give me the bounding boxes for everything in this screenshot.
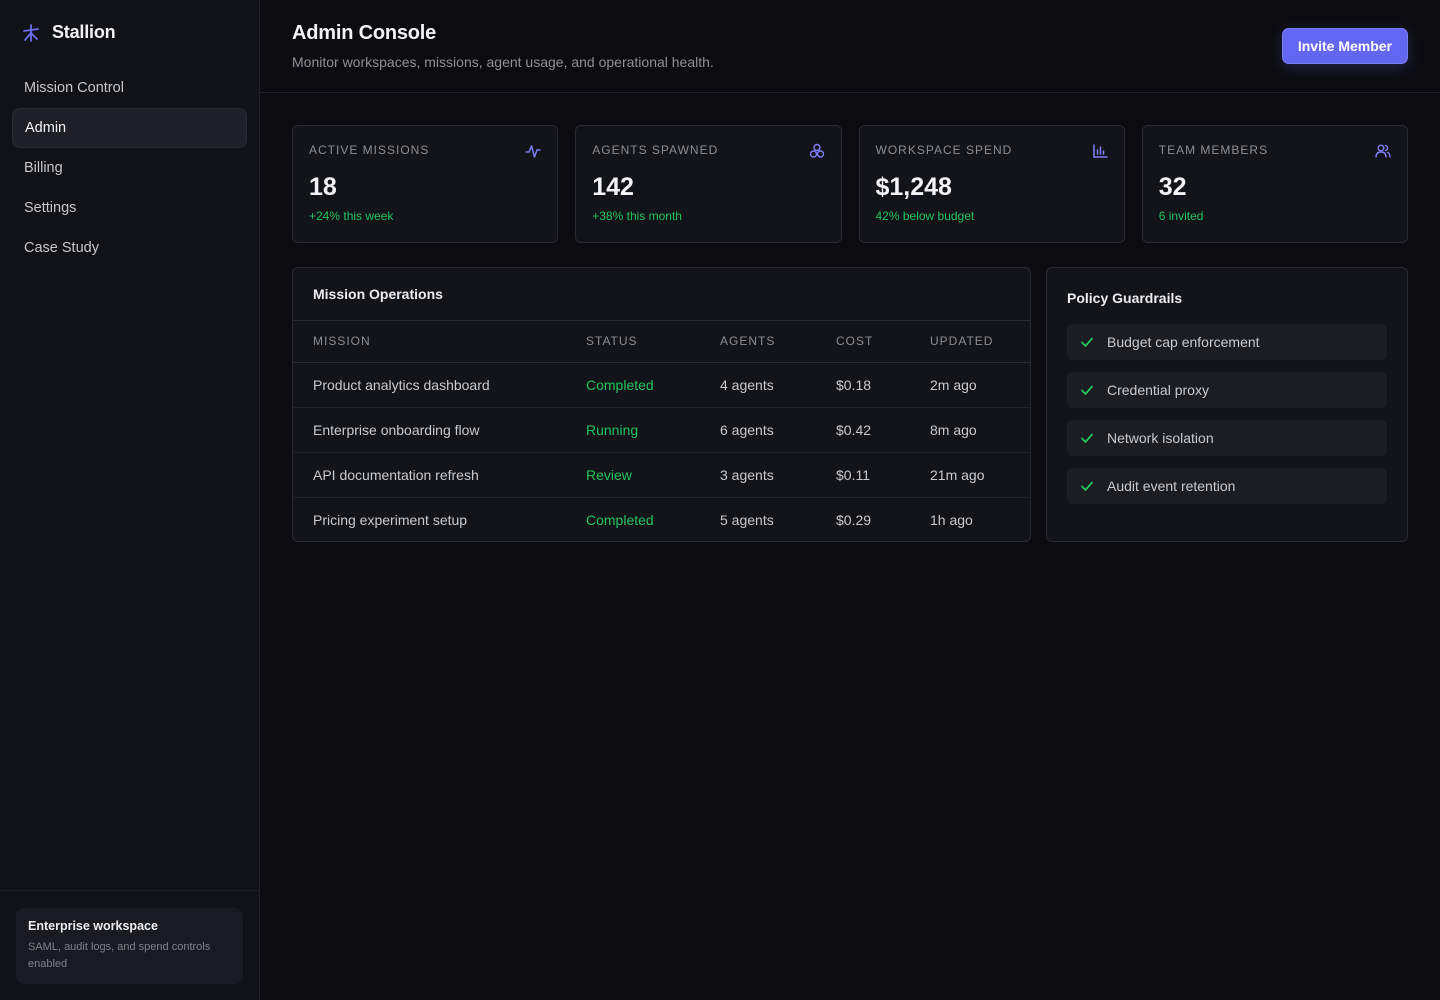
stat-value: 18	[309, 173, 337, 201]
stat-value: $1,248	[875, 173, 952, 201]
column-header-status[interactable]: STATUS	[586, 321, 720, 363]
table-row[interactable]: Enterprise onboarding flow Running 6 age…	[293, 407, 1030, 453]
column-header-agents[interactable]: AGENTS	[720, 321, 836, 363]
agent-count: 4 agents	[720, 362, 836, 408]
stat-delta: +24% this week	[309, 209, 394, 223]
workspace-description: SAML, audit logs, and spend controls ena…	[28, 941, 211, 970]
status-badge: Completed	[586, 511, 654, 528]
list-item[interactable]: Credential proxy	[1067, 372, 1387, 408]
page-title: Admin Console	[292, 22, 437, 44]
stat-label: Active Missions	[309, 143, 430, 157]
page-subtitle: Monitor workspaces, missions, agent usag…	[292, 54, 714, 70]
table-row[interactable]: Product analytics dashboard Completed 4 …	[293, 362, 1030, 408]
mission-operations-panel: Mission Operations MISSION STATUS AGENTS…	[292, 267, 1031, 542]
mission-name: Product analytics dashboard	[293, 362, 586, 408]
stat-value: 32	[1158, 173, 1187, 201]
sidebar-footer: Enterprise workspace SAML, audit logs, a…	[0, 890, 259, 1000]
updated-time: 21m ago	[930, 452, 1030, 498]
updated-time: 1h ago	[930, 511, 973, 528]
stat-label: Workspace Spend	[875, 143, 1013, 157]
stat-label: Agents Spawned	[592, 143, 719, 157]
check-icon	[1080, 383, 1094, 397]
main-content: Admin Console Monitor workspaces, missio…	[260, 0, 1440, 1000]
brand-name: Stallion	[52, 22, 116, 42]
check-icon	[1080, 335, 1094, 349]
agent-count: 5 agents	[720, 511, 774, 528]
table-row[interactable]: API documentation refresh Review 3 agent…	[293, 452, 1030, 498]
check-icon	[1080, 479, 1094, 493]
sidebar-item-settings[interactable]: Settings	[12, 188, 247, 228]
column-header-mission[interactable]: MISSION	[293, 321, 586, 363]
invite-member-button[interactable]: Invite Member	[1281, 28, 1408, 64]
policy-label: Audit event retention	[1107, 478, 1236, 494]
brand[interactable]: Stallion	[22, 22, 116, 43]
check-icon	[1080, 431, 1094, 445]
sidebar-item-label: Mission Control	[24, 80, 124, 96]
stat-value: 142	[592, 173, 634, 201]
sidebar-item-case-study[interactable]: Case Study	[12, 228, 247, 268]
stat-delta: 6 invited	[1158, 209, 1204, 223]
panel-title: Mission Operations	[293, 268, 1030, 321]
policy-list: Budget cap enforcement Credential proxy …	[1067, 324, 1387, 504]
column-header-updated[interactable]: UPDATED	[930, 321, 1030, 363]
stat-card-workspace-spend: Workspace Spend $1,248 42% below budget	[858, 125, 1125, 243]
page-header: Admin Console Monitor workspaces, missio…	[260, 0, 1440, 93]
status-badge: Completed	[586, 362, 720, 408]
sidebar-item-billing[interactable]: Billing	[12, 148, 247, 188]
stat-delta: +38% this month	[592, 209, 682, 223]
list-item[interactable]: Budget cap enforcement	[1067, 324, 1387, 360]
policy-guardrails-panel: Policy Guardrails Budget cap enforcement…	[1046, 267, 1408, 542]
agent-count: 6 agents	[720, 407, 836, 453]
stat-card-active-missions: Active Missions 18 +24% this week	[292, 125, 559, 243]
table-row[interactable]: Pricing experiment setup Completed 5 age…	[293, 497, 1030, 541]
sidebar-item-mission-control[interactable]: Mission Control	[12, 68, 247, 108]
sidebar-item-label: Settings	[24, 200, 77, 216]
stats-row: Active Missions 18 +24% this week Agents…	[292, 125, 1408, 243]
mission-cost: $0.29	[836, 511, 872, 528]
workspace-card[interactable]: Enterprise workspace SAML, audit logs, a…	[16, 908, 243, 984]
sidebar-item-label: Case Study	[24, 240, 99, 256]
sparkle-icon	[22, 23, 40, 43]
users-icon	[1375, 143, 1391, 159]
stat-label: Team Members	[1158, 143, 1269, 157]
policy-label: Credential proxy	[1107, 382, 1209, 398]
column-header-cost[interactable]: COST	[836, 321, 930, 363]
updated-time: 2m ago	[930, 362, 1030, 408]
stat-card-team-members: Team Members 32 6 invited	[1141, 125, 1408, 243]
mission-name: API documentation refresh	[293, 452, 586, 498]
policy-label: Network isolation	[1107, 430, 1214, 446]
table-header-row: MISSION STATUS AGENTS COST UPDATED	[293, 321, 1030, 363]
agent-count: 3 agents	[720, 452, 836, 498]
updated-time: 8m ago	[930, 407, 1030, 453]
status-badge: Review	[586, 452, 720, 498]
mission-cost: $0.18	[836, 362, 930, 408]
sidebar-nav: Mission Control Admin Billing Settings C…	[12, 68, 247, 268]
activity-icon	[525, 143, 541, 159]
workspace-title: Enterprise workspace	[28, 919, 158, 933]
sidebar-item-label: Admin	[25, 120, 67, 136]
status-badge: Running	[586, 407, 720, 453]
cluster-icon	[809, 143, 825, 159]
mission-name: Pricing experiment setup	[313, 511, 468, 528]
sidebar: Stallion Mission Control Admin Billing S…	[0, 0, 260, 1000]
list-item[interactable]: Network isolation	[1067, 420, 1387, 456]
sidebar-item-label: Billing	[24, 160, 63, 176]
stat-delta: 42% below budget	[875, 209, 975, 223]
panel-title: Policy Guardrails	[1067, 290, 1183, 306]
policy-label: Budget cap enforcement	[1107, 334, 1260, 350]
mission-table: MISSION STATUS AGENTS COST UPDATED Produ…	[293, 321, 1030, 541]
mission-cost: $0.42	[836, 407, 930, 453]
bar-chart-icon	[1092, 143, 1108, 159]
mission-cost: $0.11	[836, 452, 930, 498]
list-item[interactable]: Audit event retention	[1067, 468, 1387, 504]
stat-card-agents-spawned: Agents Spawned 142 +38% this month	[575, 125, 842, 243]
sidebar-item-admin[interactable]: Admin	[12, 108, 247, 148]
mission-name: Enterprise onboarding flow	[293, 407, 586, 453]
